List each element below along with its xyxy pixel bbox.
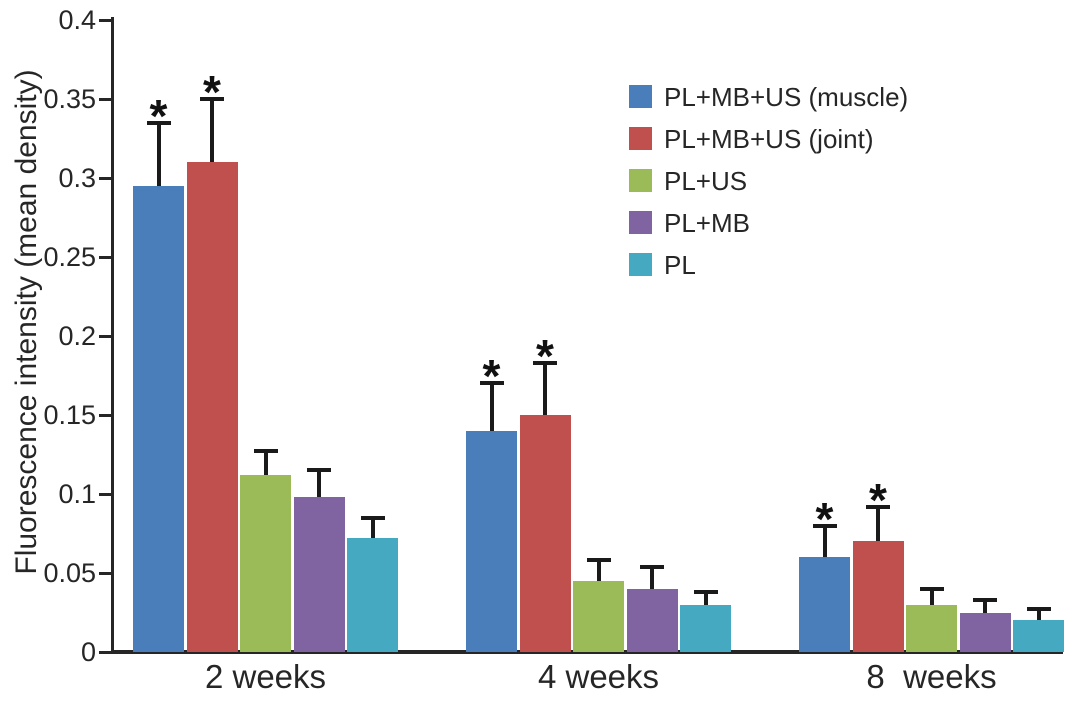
bar [959,612,1011,652]
error-bar-cap [640,564,664,569]
significance-asterisk: * [869,473,887,526]
error-bar-cap [586,558,611,563]
bar [293,497,345,652]
legend-label: PL+US [664,165,748,196]
significance-asterisk: * [482,350,501,403]
bar [133,185,184,652]
y-tick [99,650,112,654]
error-bar [156,122,161,188]
error-bar [317,470,321,500]
y-tick [99,18,112,22]
error-bar-cap [146,120,171,125]
y-tick-label: 0.25 [43,242,96,272]
bar [852,541,904,652]
y-tick-label: 0 [80,637,96,667]
error-bar [703,591,708,607]
legend-label: PL+MB [664,207,750,238]
legend-swatch [629,253,652,276]
y-tick-label: 0.35 [43,84,96,114]
significance-asterisk: * [203,66,221,118]
significance-asterisk: * [815,492,834,545]
legend-label: PL+MB+US (joint) [664,123,874,154]
error-bar [543,362,547,417]
bar [1013,620,1064,652]
x-category-label: 8 weeks [866,658,997,695]
error-bar-cap [307,468,331,473]
error-bar [489,383,494,433]
bar [626,588,678,652]
bar [347,538,398,652]
bar [680,604,731,652]
error-bar [263,451,268,478]
legend-swatch [629,127,652,150]
y-tick [99,492,112,496]
legend-swatch [629,169,652,192]
y-tick-label: 0.4 [58,5,96,35]
error-bar-cap [200,97,224,101]
error-bar [370,517,375,541]
error-bar-cap [533,360,557,365]
error-bar [983,599,987,615]
bar [519,415,571,652]
y-tick-label: 0.2 [58,321,96,351]
bar [186,162,238,652]
legend-item: PL+MB+US (joint) [629,123,908,154]
y-tick [99,97,112,101]
error-bar-cap [866,504,890,509]
error-bar [650,566,654,591]
y-tick [99,334,112,338]
bar [573,580,624,652]
legend-item: PL+MB+US (muscle) [629,81,909,112]
significance-asterisk: * [536,329,554,382]
x-axis-line [111,650,1063,654]
legend: PL+MB+US (muscle) PL+MB+US (joint) PL+US PL… [629,81,909,295]
bar [799,557,850,652]
error-bar [210,99,214,165]
x-category-label: 4 weeks [537,658,660,695]
error-bar-cap [253,449,278,454]
significance-asterisk: * [149,89,168,142]
bar [240,475,291,652]
y-axis-line [111,17,114,654]
legend-item: PL+US [629,165,908,196]
bar [906,604,957,652]
y-tick [99,571,112,575]
error-bar [822,525,827,560]
y-tick-label: 0.05 [43,558,96,588]
y-tick [99,413,112,417]
bar [466,430,517,652]
error-bar-cap [973,597,997,602]
x-category-label: 2 weeks [204,658,327,695]
y-tick [99,176,112,180]
error-bar [876,506,880,544]
error-bar [596,560,601,583]
y-tick-label: 0.3 [58,163,96,193]
legend-item: PL [629,249,908,280]
error-bar-cap [812,523,837,528]
error-bar-cap [919,586,944,591]
error-bar-cap [1026,607,1051,612]
y-tick-label: 0.1 [58,479,96,509]
error-bar-cap [479,381,504,386]
legend-label: PL [664,249,696,280]
error-bar-cap [360,515,385,520]
legend-swatch [629,211,652,234]
y-tick [99,255,112,259]
y-tick-label: 0.15 [43,400,96,430]
error-bar [929,588,934,607]
error-bar [1036,609,1041,623]
legend-item: PL+MB [629,207,908,238]
error-bar-cap [693,589,718,594]
legend-swatch [629,85,652,108]
legend-label: PL+MB+US (muscle) [664,81,909,112]
